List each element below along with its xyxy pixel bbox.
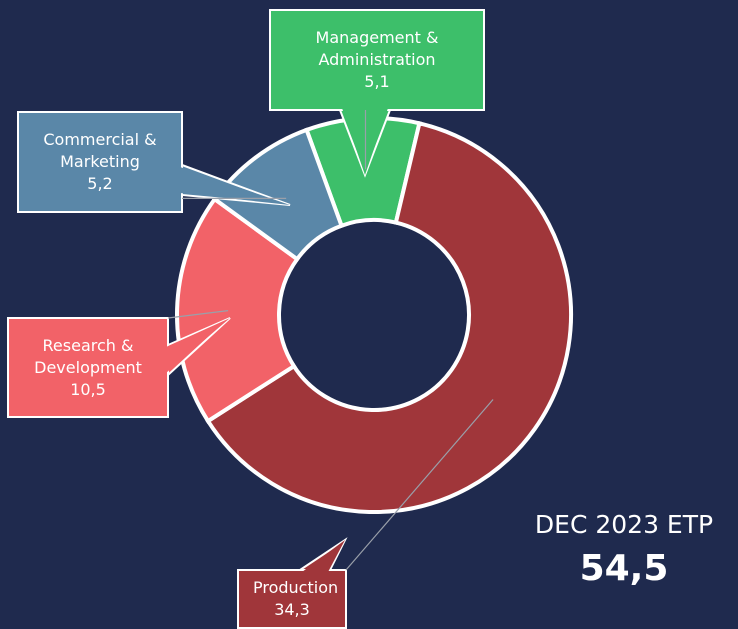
category-label: Production	[253, 578, 339, 597]
value-label: 5,2	[87, 174, 113, 193]
callout-pointer-fill	[166, 318, 230, 373]
value-label: 34,3	[274, 600, 310, 619]
callout-box	[237, 569, 347, 629]
callout-box	[7, 317, 169, 418]
value-label: 10,5	[70, 379, 106, 399]
callout-label: Production 34,3	[238, 570, 346, 628]
category-label: Commercial & Marketing	[43, 130, 157, 171]
callout-label: Management & Administration 5,1	[270, 10, 484, 110]
callout-label: Research & Development 10,5	[8, 318, 168, 417]
total-value: 54,5	[579, 548, 669, 589]
callout-pointer-fill	[302, 540, 345, 572]
leader-line	[345, 399, 494, 571]
value-label: 5,1	[364, 72, 390, 91]
donut-slice	[211, 127, 345, 262]
callout-box	[17, 111, 183, 213]
callout-pointer-fill	[180, 167, 290, 205]
leader-line	[167, 310, 229, 319]
category-label: Management & Administration	[315, 28, 439, 69]
callout-box	[269, 9, 485, 111]
total-caption: DEC 2023 ETP	[534, 510, 714, 539]
category-label: Research & Development	[34, 335, 142, 377]
callout-label: Commercial & Marketing 5,2	[18, 112, 182, 212]
